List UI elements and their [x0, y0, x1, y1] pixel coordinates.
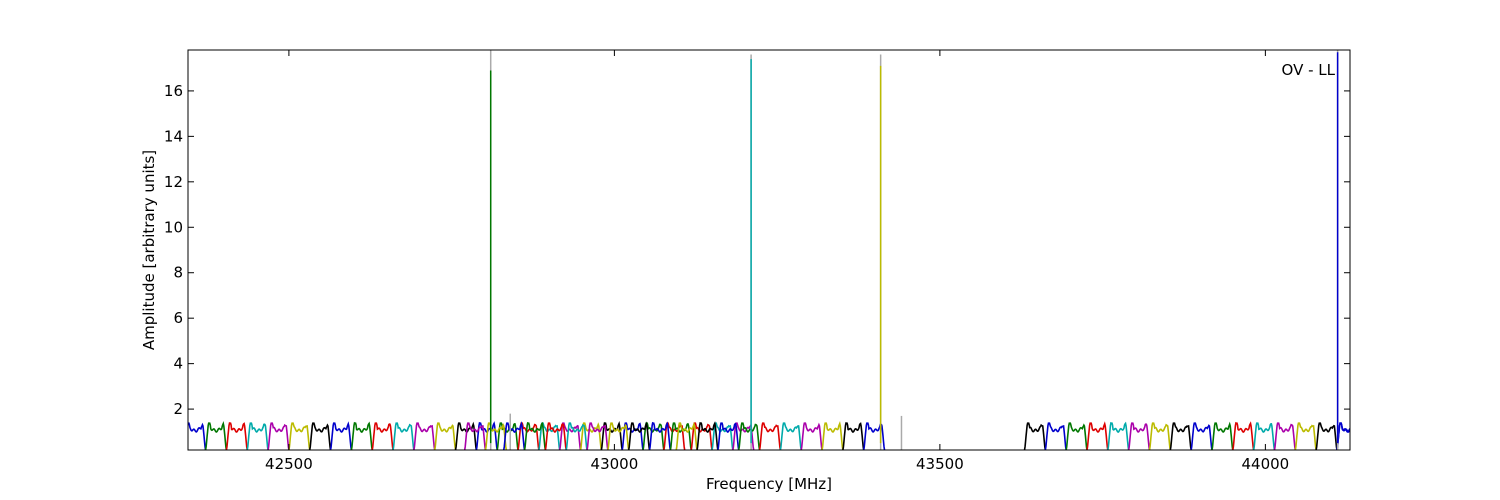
- channel-trace: [579, 422, 603, 450]
- channel-trace: [621, 422, 644, 450]
- channel-trace: [607, 422, 630, 450]
- channel-trace: [1086, 421, 1109, 450]
- channel-trace: [1148, 422, 1172, 450]
- channel-trace: [627, 421, 651, 450]
- channel-trace: [433, 422, 457, 450]
- channel-trace: [675, 421, 698, 450]
- y-tick-label: 2: [173, 400, 183, 418]
- channel-trace: [1211, 421, 1234, 450]
- channel-trace: [1023, 422, 1047, 450]
- channel-trace: [648, 421, 672, 450]
- channel-trace: [779, 422, 803, 450]
- y-tick-label: 6: [173, 309, 183, 327]
- channel-trace: [225, 422, 249, 450]
- channel-trace: [308, 422, 332, 450]
- plot-data: [188, 50, 1350, 450]
- channel-trace: [329, 421, 353, 450]
- channel-trace: [1336, 422, 1350, 450]
- channel-trace: [1232, 421, 1255, 450]
- x-axis-ticks: 42500 43000 43500 44000: [265, 50, 1289, 473]
- channel-trace: [371, 422, 394, 450]
- channel-trace: [717, 422, 740, 450]
- x-tick-label: 43500: [916, 455, 964, 473]
- channel-trace: [1252, 422, 1276, 450]
- channel-trace: [484, 422, 508, 450]
- channel-trace: [565, 422, 588, 450]
- channel-trace: [502, 421, 526, 450]
- channel-trace: [496, 422, 519, 450]
- channel-trace: [696, 421, 719, 450]
- x-tick-label: 43000: [591, 455, 639, 473]
- channel-trace: [267, 422, 290, 450]
- channel-trace: [1044, 422, 1067, 450]
- chart-annotation: OV - LL: [1282, 61, 1336, 79]
- y-tick-label: 14: [164, 127, 183, 145]
- x-tick-label: 42500: [265, 455, 313, 473]
- channel-trace: [1294, 422, 1317, 450]
- channel-trace: [204, 421, 228, 450]
- channel-trace: [544, 422, 568, 450]
- channel-trace: [1127, 422, 1151, 450]
- channel-trace: [600, 421, 623, 450]
- channel-trace: [1065, 422, 1088, 450]
- channel-trace: [669, 422, 692, 450]
- channel-trace: [737, 422, 761, 450]
- channel-trace: [821, 421, 844, 450]
- x-axis-label: Frequency [MHz]: [706, 475, 832, 493]
- channel-trace: [288, 422, 311, 450]
- channel-trace: [413, 422, 436, 450]
- channel-trace: [463, 422, 487, 450]
- plot-frame: [187, 49, 1351, 451]
- channel-trace: [558, 422, 582, 450]
- channel-trace: [758, 422, 782, 450]
- channel-trace: [392, 422, 415, 450]
- channel-trace: [246, 422, 269, 450]
- channel-trace: [842, 422, 865, 450]
- channel-trace: [1315, 422, 1338, 450]
- channel-trace: [523, 421, 547, 450]
- channel-trace: [1190, 422, 1213, 450]
- y-tick-label: 16: [164, 82, 183, 100]
- channel-trace: [1273, 422, 1297, 450]
- channel-trace: [800, 422, 823, 450]
- y-tick-label: 12: [164, 173, 183, 191]
- channel-trace: [586, 422, 609, 450]
- channel-trace: [1169, 422, 1192, 450]
- y-tick-label: 10: [164, 218, 183, 236]
- y-tick-label: 4: [173, 355, 183, 373]
- y-axis-label: Amplitude [arbitrary units]: [140, 150, 158, 350]
- x-tick-label: 44000: [1242, 455, 1290, 473]
- y-axis-ticks: 2 4 6 8 10 12 14 16: [164, 82, 1350, 418]
- channel-trace: [350, 421, 374, 450]
- channel-trace: [690, 422, 713, 450]
- channel-trace: [1107, 421, 1130, 450]
- channel-trace: [732, 422, 755, 450]
- y-tick-label: 8: [173, 264, 183, 282]
